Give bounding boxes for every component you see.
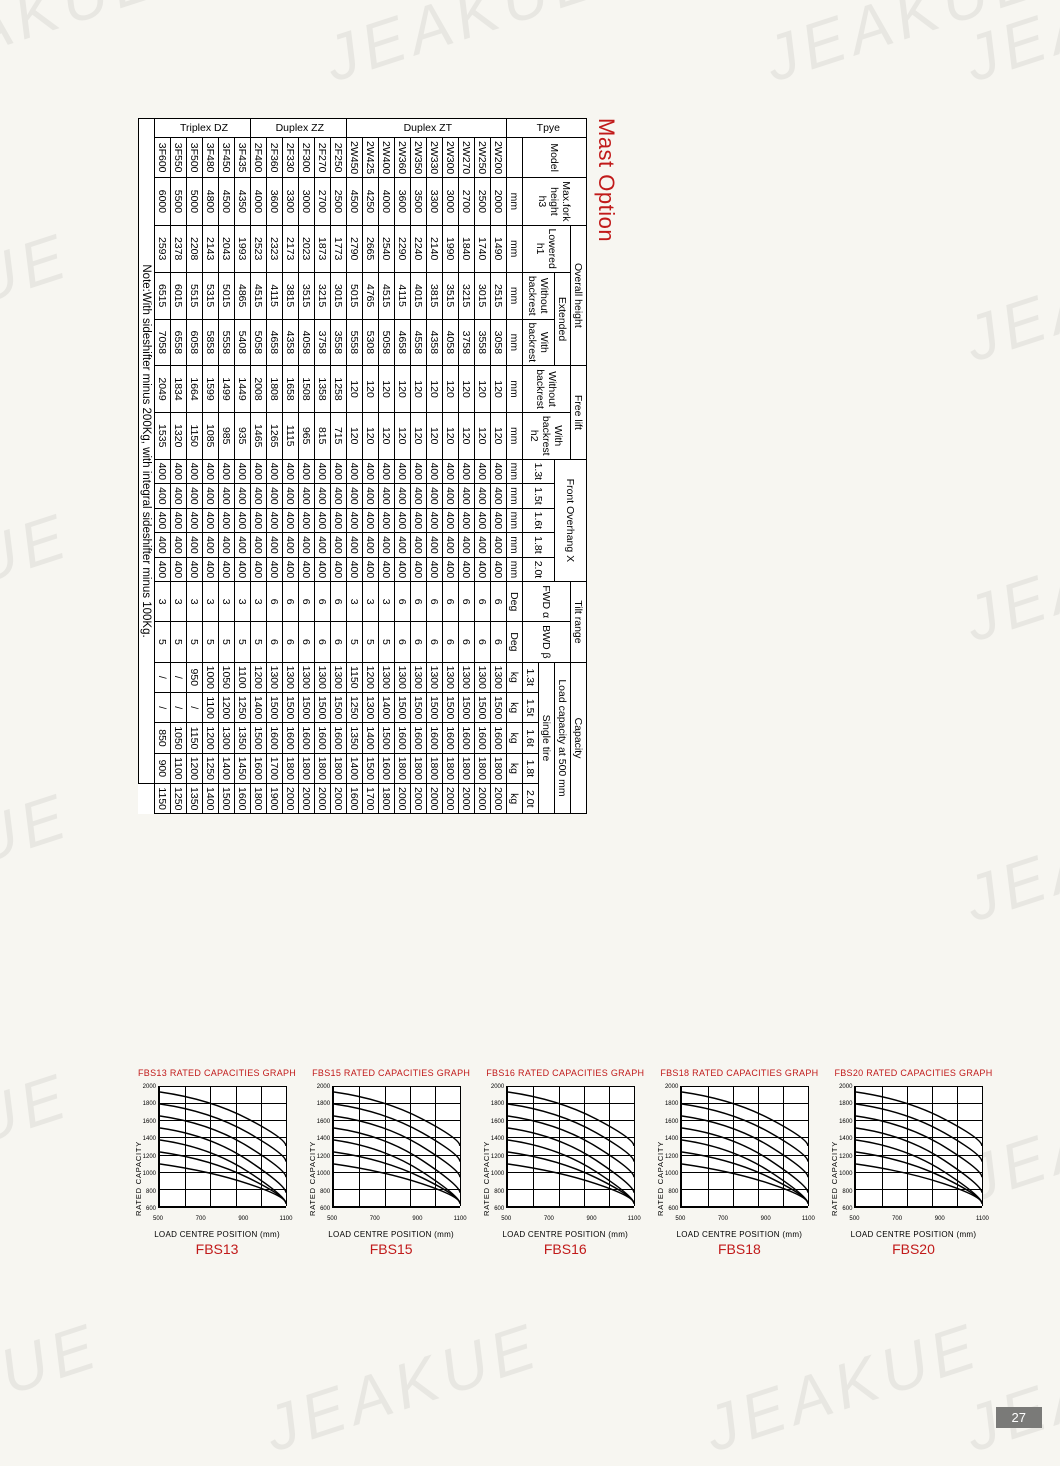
chart-x-title: LOAD CENTRE POSITION (mm) <box>312 1230 470 1239</box>
spec-table: TpyeModelMax.forkheighth3Overall heightF… <box>138 118 587 814</box>
chart-fbs20: FBS20 RATED CAPACITIES GRAPHRATED CAPACI… <box>834 1068 992 1257</box>
chart-name: FBS15 <box>312 1241 470 1257</box>
table-row: 2W40040002540451550581201204004004004004… <box>379 119 395 814</box>
chart-fbs18: FBS18 RATED CAPACITIES GRAPHRATED CAPACI… <box>660 1068 818 1257</box>
chart-title: FBS15 RATED CAPACITIES GRAPH <box>312 1068 470 1078</box>
table-row: Duplex ZZ2F25025001773301535581258715400… <box>331 119 347 814</box>
table-row: 3F55055002378601565581834132040040040040… <box>171 119 187 814</box>
chart-x-title: LOAD CENTRE POSITION (mm) <box>486 1230 644 1239</box>
chart-title: FBS16 RATED CAPACITIES GRAPH <box>486 1068 644 1078</box>
chart-name: FBS16 <box>486 1241 644 1257</box>
table-row: 2W45045002790501555581201204004004004004… <box>347 119 363 814</box>
chart-name: FBS13 <box>138 1241 296 1257</box>
table-row: 2F40040002523451550582008146540040040040… <box>251 119 267 814</box>
table-row: 2F27027001873321537581358815400400400400… <box>315 119 331 814</box>
table-row: Triplex DZ3F4354350199348655408144993540… <box>235 119 251 814</box>
chart-name: FBS20 <box>834 1241 992 1257</box>
section-title: Mast Option <box>593 118 619 1128</box>
table-row: 2W27027001840321537581201204004004004004… <box>459 119 475 814</box>
table-row: 3F50050002208551560581664115040040040040… <box>187 119 203 814</box>
charts-row: FBS13 RATED CAPACITIES GRAPHRATED CAPACI… <box>138 1068 993 1257</box>
chart-fbs15: FBS15 RATED CAPACITIES GRAPHRATED CAPACI… <box>312 1068 470 1257</box>
chart-x-title: LOAD CENTRE POSITION (mm) <box>834 1230 992 1239</box>
table-row: 3F45045002043501555581499985400400400400… <box>219 119 235 814</box>
chart-title: FBS20 RATED CAPACITIES GRAPH <box>834 1068 992 1078</box>
table-row: 2W35035002240401545581201204004004004004… <box>411 119 427 814</box>
table-row: 2F33033002173381543581658111540040040040… <box>283 119 299 814</box>
chart-x-title: LOAD CENTRE POSITION (mm) <box>660 1230 818 1239</box>
chart-title: FBS13 RATED CAPACITIES GRAPH <box>138 1068 296 1078</box>
rotated-content: Mast Option TpyeModelMax.forkheighth3Ove… <box>138 118 619 1128</box>
page-number: 27 <box>996 1407 1042 1428</box>
table-row: 2W36036002290411546581201204004004004004… <box>395 119 411 814</box>
table-row: 2W42542502665476553081201204004004004004… <box>363 119 379 814</box>
table-row: 2W30030001990351540581201204004004004004… <box>443 119 459 814</box>
table-row: Duplex ZT2W20020001490251530581201204004… <box>491 119 507 814</box>
table-row: 2F30030002023351540581508965400400400400… <box>299 119 315 814</box>
table-row: 2W33033002140381543581201204004004004004… <box>427 119 443 814</box>
chart-fbs13: FBS13 RATED CAPACITIES GRAPHRATED CAPACI… <box>138 1068 296 1257</box>
chart-fbs16: FBS16 RATED CAPACITIES GRAPHRATED CAPACI… <box>486 1068 644 1257</box>
chart-name: FBS18 <box>660 1241 818 1257</box>
chart-x-title: LOAD CENTRE POSITION (mm) <box>138 1230 296 1239</box>
table-row: 3F48048002143531558581599108540040040040… <box>203 119 219 814</box>
table-row: 2W25025001740301535581201204004004004004… <box>475 119 491 814</box>
table-row: 2F36036002323411546581808126540040040040… <box>267 119 283 814</box>
chart-title: FBS18 RATED CAPACITIES GRAPH <box>660 1068 818 1078</box>
table-row: 3F60060002593651570582049153540040040040… <box>155 119 171 814</box>
